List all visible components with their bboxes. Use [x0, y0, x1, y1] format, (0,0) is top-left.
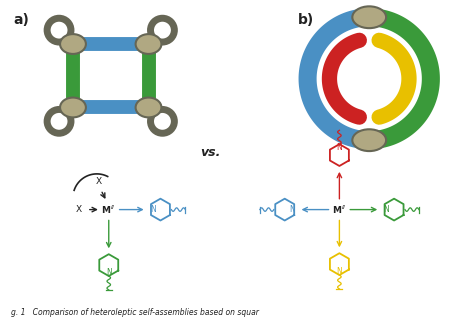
Text: b): b): [298, 13, 314, 27]
Ellipse shape: [136, 98, 162, 117]
Text: vs.: vs.: [200, 145, 220, 158]
Circle shape: [47, 110, 71, 133]
Text: N: N: [290, 205, 295, 214]
Ellipse shape: [136, 34, 162, 54]
Ellipse shape: [60, 34, 86, 54]
Text: N: N: [106, 268, 112, 277]
Circle shape: [47, 18, 71, 42]
Text: M$^{II}$: M$^{II}$: [101, 203, 116, 216]
Text: M$^{II}$: M$^{II}$: [332, 203, 346, 216]
Ellipse shape: [352, 129, 386, 151]
Text: N: N: [337, 267, 342, 276]
Text: a): a): [13, 13, 29, 27]
Text: N: N: [337, 143, 342, 152]
Circle shape: [151, 110, 174, 133]
Circle shape: [151, 18, 174, 42]
Text: X: X: [96, 177, 102, 186]
Text: N: N: [383, 205, 389, 214]
Ellipse shape: [60, 98, 86, 117]
Text: N: N: [150, 205, 155, 214]
Ellipse shape: [352, 6, 386, 28]
Text: X: X: [76, 205, 82, 214]
Text: g. 1   Comparison of heteroleptic self-assemblies based on squar: g. 1 Comparison of heteroleptic self-ass…: [11, 308, 259, 317]
